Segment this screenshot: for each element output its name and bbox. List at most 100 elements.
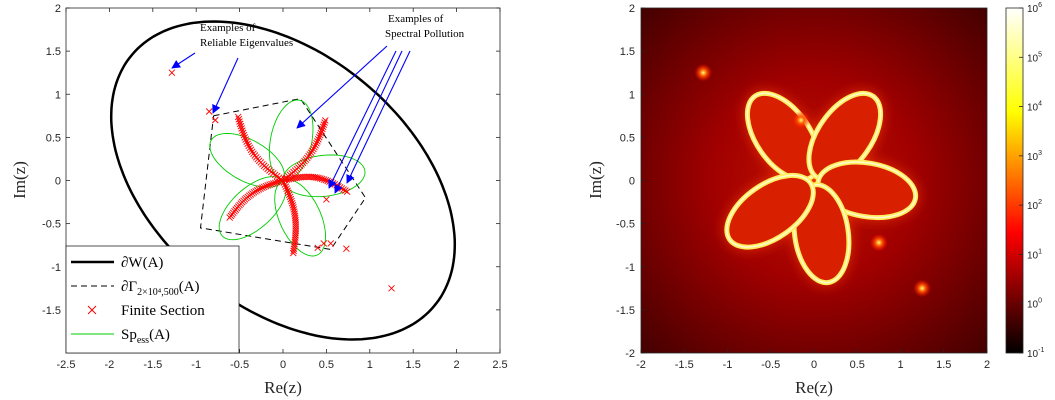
eigenvalue-marker	[288, 199, 296, 207]
eigenvalue-marker	[205, 108, 213, 115]
eigenvalue-marker	[273, 178, 281, 186]
right-y-tick-label: -1	[625, 262, 635, 274]
legend-swatch-finite-section	[87, 305, 97, 315]
eigenvalue-marker	[235, 115, 243, 123]
right-plot: -2 -1.5 -1 -0.5 0 0.5 1 1.5 2 2 1.5 1 0.5 0 -0.5 -1 -1.…	[586, 2, 1044, 397]
annotation-arrow	[212, 57, 239, 114]
marker-stroke	[327, 240, 335, 247]
eigenvalue-marker	[245, 142, 253, 150]
marker-stroke	[316, 175, 324, 182]
eigenvalue-marker	[255, 186, 263, 193]
eigenvalue-marker	[239, 129, 247, 137]
left-y-ticks: 2 1.5 1 0.5 0 -0.5 -1 -1.5	[42, 3, 500, 317]
marker-stroke	[236, 118, 243, 125]
marker-stroke	[259, 184, 266, 192]
marker-stroke	[262, 182, 270, 190]
annotation-pollution-line1: Examples of	[388, 13, 444, 25]
marker-stroke	[315, 135, 322, 143]
left-y-tick-label: 0.5	[46, 132, 61, 144]
eigenvalue-marker	[286, 193, 294, 201]
eigenvalue-marker	[257, 185, 264, 192]
marker-stroke	[270, 180, 277, 187]
eigenvalue-marker	[247, 146, 255, 154]
marker-stroke	[343, 188, 351, 196]
colorbar-tick-label: 104	[1027, 101, 1042, 114]
eigenvalue-marker	[314, 244, 322, 252]
eigenvalue-marker	[285, 175, 293, 183]
eigenvalue-marker	[262, 182, 270, 190]
numerical-range-boundary	[109, 20, 457, 341]
eigenvalue-marker	[275, 178, 283, 185]
eigenvalue-marker	[271, 179, 279, 187]
marker-stroke	[285, 191, 293, 199]
eigenvalue-marker	[289, 175, 297, 182]
marker-stroke	[315, 133, 323, 141]
marker-stroke	[317, 129, 325, 137]
marker-stroke	[242, 136, 250, 143]
colorbar-tick-label: 106	[1027, 2, 1042, 15]
marker-stroke	[283, 185, 291, 193]
right-x-tick-label: 0	[811, 359, 817, 371]
annotation-arrow	[334, 50, 403, 194]
annotation-pollution-line2: Spectral Pollution	[385, 28, 465, 40]
marker-stroke	[244, 140, 251, 148]
marker-stroke	[321, 119, 328, 126]
eigenvalue-marker	[239, 127, 246, 135]
eigenvalue-marker	[315, 133, 323, 141]
colorbar-tick-label: 10-1	[1027, 347, 1044, 360]
colorbar-tick-label: 100	[1027, 298, 1042, 311]
marker-stroke	[273, 178, 281, 186]
eigenvalue-marker	[270, 180, 277, 187]
eigenvalue-marker	[343, 188, 351, 196]
marker-stroke	[292, 229, 299, 237]
eigenvalue-marker	[268, 180, 275, 188]
right-y-tick-label: -0.5	[616, 219, 635, 231]
annotation-arrow	[346, 50, 411, 184]
marker-stroke	[277, 177, 285, 185]
left-x-tick-label: 1.5	[406, 359, 421, 371]
right-y-tick-label: 1	[629, 89, 635, 101]
marker-stroke	[316, 131, 324, 139]
colorbar	[1005, 7, 1024, 354]
eigenvalue-marker	[319, 125, 326, 133]
colorbar-tick-label: 105	[1027, 51, 1042, 64]
eigenvalue-marker	[320, 121, 328, 129]
eigenvalue-marker	[264, 182, 272, 189]
marker-stroke	[291, 238, 299, 246]
marker-stroke	[211, 116, 219, 124]
marker-stroke	[253, 187, 261, 194]
eigenvalue-marker	[320, 240, 328, 247]
marker-stroke	[246, 144, 254, 152]
right-x-tick-label: 0.5	[850, 359, 865, 371]
eigenvalue-marker	[290, 247, 297, 255]
marker-stroke	[234, 113, 242, 121]
marker-stroke	[257, 185, 264, 192]
marker-stroke	[291, 240, 298, 248]
left-x-tick-label: -2.5	[57, 359, 76, 371]
marker-stroke	[243, 138, 250, 146]
eigenvalue-marker	[226, 214, 233, 221]
eigenvalue-marker	[260, 183, 268, 191]
marker-stroke	[292, 227, 300, 235]
marker-stroke	[320, 240, 328, 247]
right-y-tick-label: 2	[629, 3, 635, 15]
eigenvalue-marker	[322, 117, 329, 124]
right-x-tick-label: -1.5	[675, 359, 694, 371]
left-legend: ∂W(A) ∂Γ2×10⁴,500(A) Finite Section Spes…	[65, 245, 240, 354]
left-x-axis-label: Re(z)	[264, 378, 302, 397]
marker-stroke	[239, 129, 247, 137]
annotation-pollution: Examples of Spectral Pollution	[385, 13, 465, 40]
marker-stroke	[307, 149, 315, 156]
heatmap-image	[641, 8, 987, 353]
left-x-tick-label: 2	[454, 359, 460, 371]
marker-stroke	[260, 183, 268, 191]
eigenvalue-marker	[318, 175, 326, 183]
marker-stroke	[255, 186, 263, 193]
right-y-tick-label: -2	[625, 348, 635, 360]
bright-spot	[869, 233, 888, 252]
eigenvalue-marker	[168, 69, 176, 77]
eigenvalue-marker	[313, 139, 320, 147]
marker-stroke	[310, 145, 317, 153]
marker-stroke	[271, 179, 279, 187]
marker-stroke	[312, 141, 319, 149]
